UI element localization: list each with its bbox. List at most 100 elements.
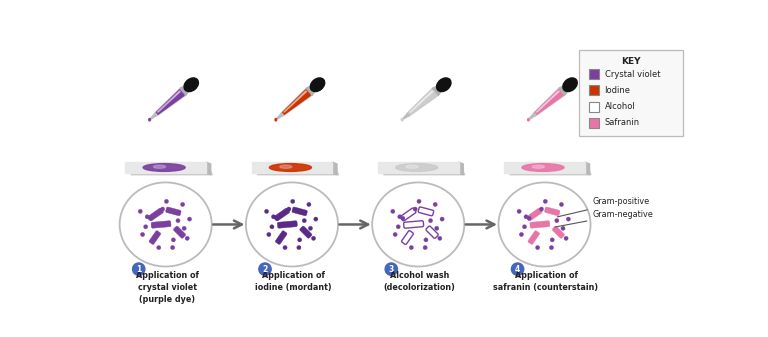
Circle shape <box>141 233 144 237</box>
Polygon shape <box>252 162 333 173</box>
Polygon shape <box>410 91 433 112</box>
Polygon shape <box>157 91 180 112</box>
Circle shape <box>171 238 175 242</box>
FancyBboxPatch shape <box>552 226 564 238</box>
Circle shape <box>274 216 279 220</box>
Polygon shape <box>535 90 563 114</box>
Circle shape <box>564 236 568 240</box>
Circle shape <box>549 245 554 250</box>
Polygon shape <box>125 162 206 173</box>
Text: Safranin: Safranin <box>604 118 640 127</box>
Polygon shape <box>284 91 306 112</box>
Circle shape <box>264 209 269 213</box>
Circle shape <box>539 207 544 211</box>
FancyBboxPatch shape <box>148 208 164 221</box>
FancyBboxPatch shape <box>277 221 297 228</box>
Ellipse shape <box>498 182 591 267</box>
Circle shape <box>164 199 168 204</box>
FancyBboxPatch shape <box>419 207 434 216</box>
Ellipse shape <box>522 163 564 172</box>
Circle shape <box>271 215 276 219</box>
Polygon shape <box>379 164 465 175</box>
Polygon shape <box>283 90 310 114</box>
Circle shape <box>286 207 291 211</box>
Circle shape <box>180 202 185 207</box>
Circle shape <box>550 238 554 242</box>
Ellipse shape <box>532 165 545 168</box>
Polygon shape <box>403 114 409 119</box>
Circle shape <box>308 226 313 231</box>
Ellipse shape <box>149 119 151 121</box>
FancyBboxPatch shape <box>166 207 181 216</box>
FancyBboxPatch shape <box>292 207 307 216</box>
Text: Alcohol wash
(decolorization): Alcohol wash (decolorization) <box>384 271 455 292</box>
Polygon shape <box>530 114 535 119</box>
FancyBboxPatch shape <box>579 50 683 136</box>
Polygon shape <box>432 87 440 95</box>
Polygon shape <box>558 87 567 95</box>
Polygon shape <box>157 90 184 114</box>
Circle shape <box>283 245 287 250</box>
Ellipse shape <box>396 163 438 172</box>
FancyBboxPatch shape <box>174 226 186 238</box>
Text: Gram-positive: Gram-positive <box>558 197 650 217</box>
Text: Iodine: Iodine <box>604 86 631 95</box>
Polygon shape <box>333 162 337 175</box>
Circle shape <box>313 217 318 221</box>
Ellipse shape <box>436 78 451 92</box>
Circle shape <box>385 263 398 275</box>
Ellipse shape <box>275 119 276 121</box>
Circle shape <box>423 245 427 250</box>
Circle shape <box>138 209 142 213</box>
Ellipse shape <box>246 182 338 267</box>
Circle shape <box>185 236 190 240</box>
Circle shape <box>435 226 439 231</box>
Text: Crystal violet: Crystal violet <box>604 70 660 79</box>
Circle shape <box>535 245 540 250</box>
Circle shape <box>270 225 274 229</box>
Polygon shape <box>154 89 186 116</box>
Circle shape <box>527 216 531 220</box>
Circle shape <box>566 217 571 221</box>
FancyBboxPatch shape <box>426 226 439 238</box>
Ellipse shape <box>120 182 212 267</box>
FancyBboxPatch shape <box>401 208 416 221</box>
Bar <box>589 69 599 79</box>
FancyBboxPatch shape <box>402 231 413 244</box>
FancyBboxPatch shape <box>274 208 290 221</box>
Circle shape <box>133 263 145 275</box>
Ellipse shape <box>154 165 166 168</box>
Ellipse shape <box>528 119 529 121</box>
Ellipse shape <box>372 182 465 267</box>
Ellipse shape <box>310 78 325 92</box>
Ellipse shape <box>563 78 578 92</box>
Circle shape <box>511 263 524 275</box>
Polygon shape <box>407 89 438 116</box>
Text: 3: 3 <box>389 265 394 274</box>
FancyBboxPatch shape <box>545 207 560 216</box>
Circle shape <box>187 217 192 221</box>
Circle shape <box>517 209 521 213</box>
Polygon shape <box>253 164 339 175</box>
Polygon shape <box>409 90 437 114</box>
Circle shape <box>311 236 316 240</box>
Circle shape <box>409 245 413 250</box>
Circle shape <box>259 263 271 275</box>
Ellipse shape <box>402 119 403 121</box>
Polygon shape <box>281 89 312 116</box>
Circle shape <box>438 236 442 240</box>
Polygon shape <box>127 164 212 175</box>
Ellipse shape <box>280 165 292 168</box>
Circle shape <box>398 215 402 219</box>
FancyBboxPatch shape <box>151 221 171 228</box>
Polygon shape <box>180 87 187 95</box>
Text: 1: 1 <box>136 265 141 274</box>
Polygon shape <box>206 162 210 175</box>
Circle shape <box>170 245 174 250</box>
Circle shape <box>401 216 405 220</box>
Text: 2: 2 <box>263 265 267 274</box>
Polygon shape <box>585 162 590 175</box>
FancyBboxPatch shape <box>528 231 540 244</box>
Circle shape <box>176 218 180 223</box>
Circle shape <box>266 233 271 237</box>
